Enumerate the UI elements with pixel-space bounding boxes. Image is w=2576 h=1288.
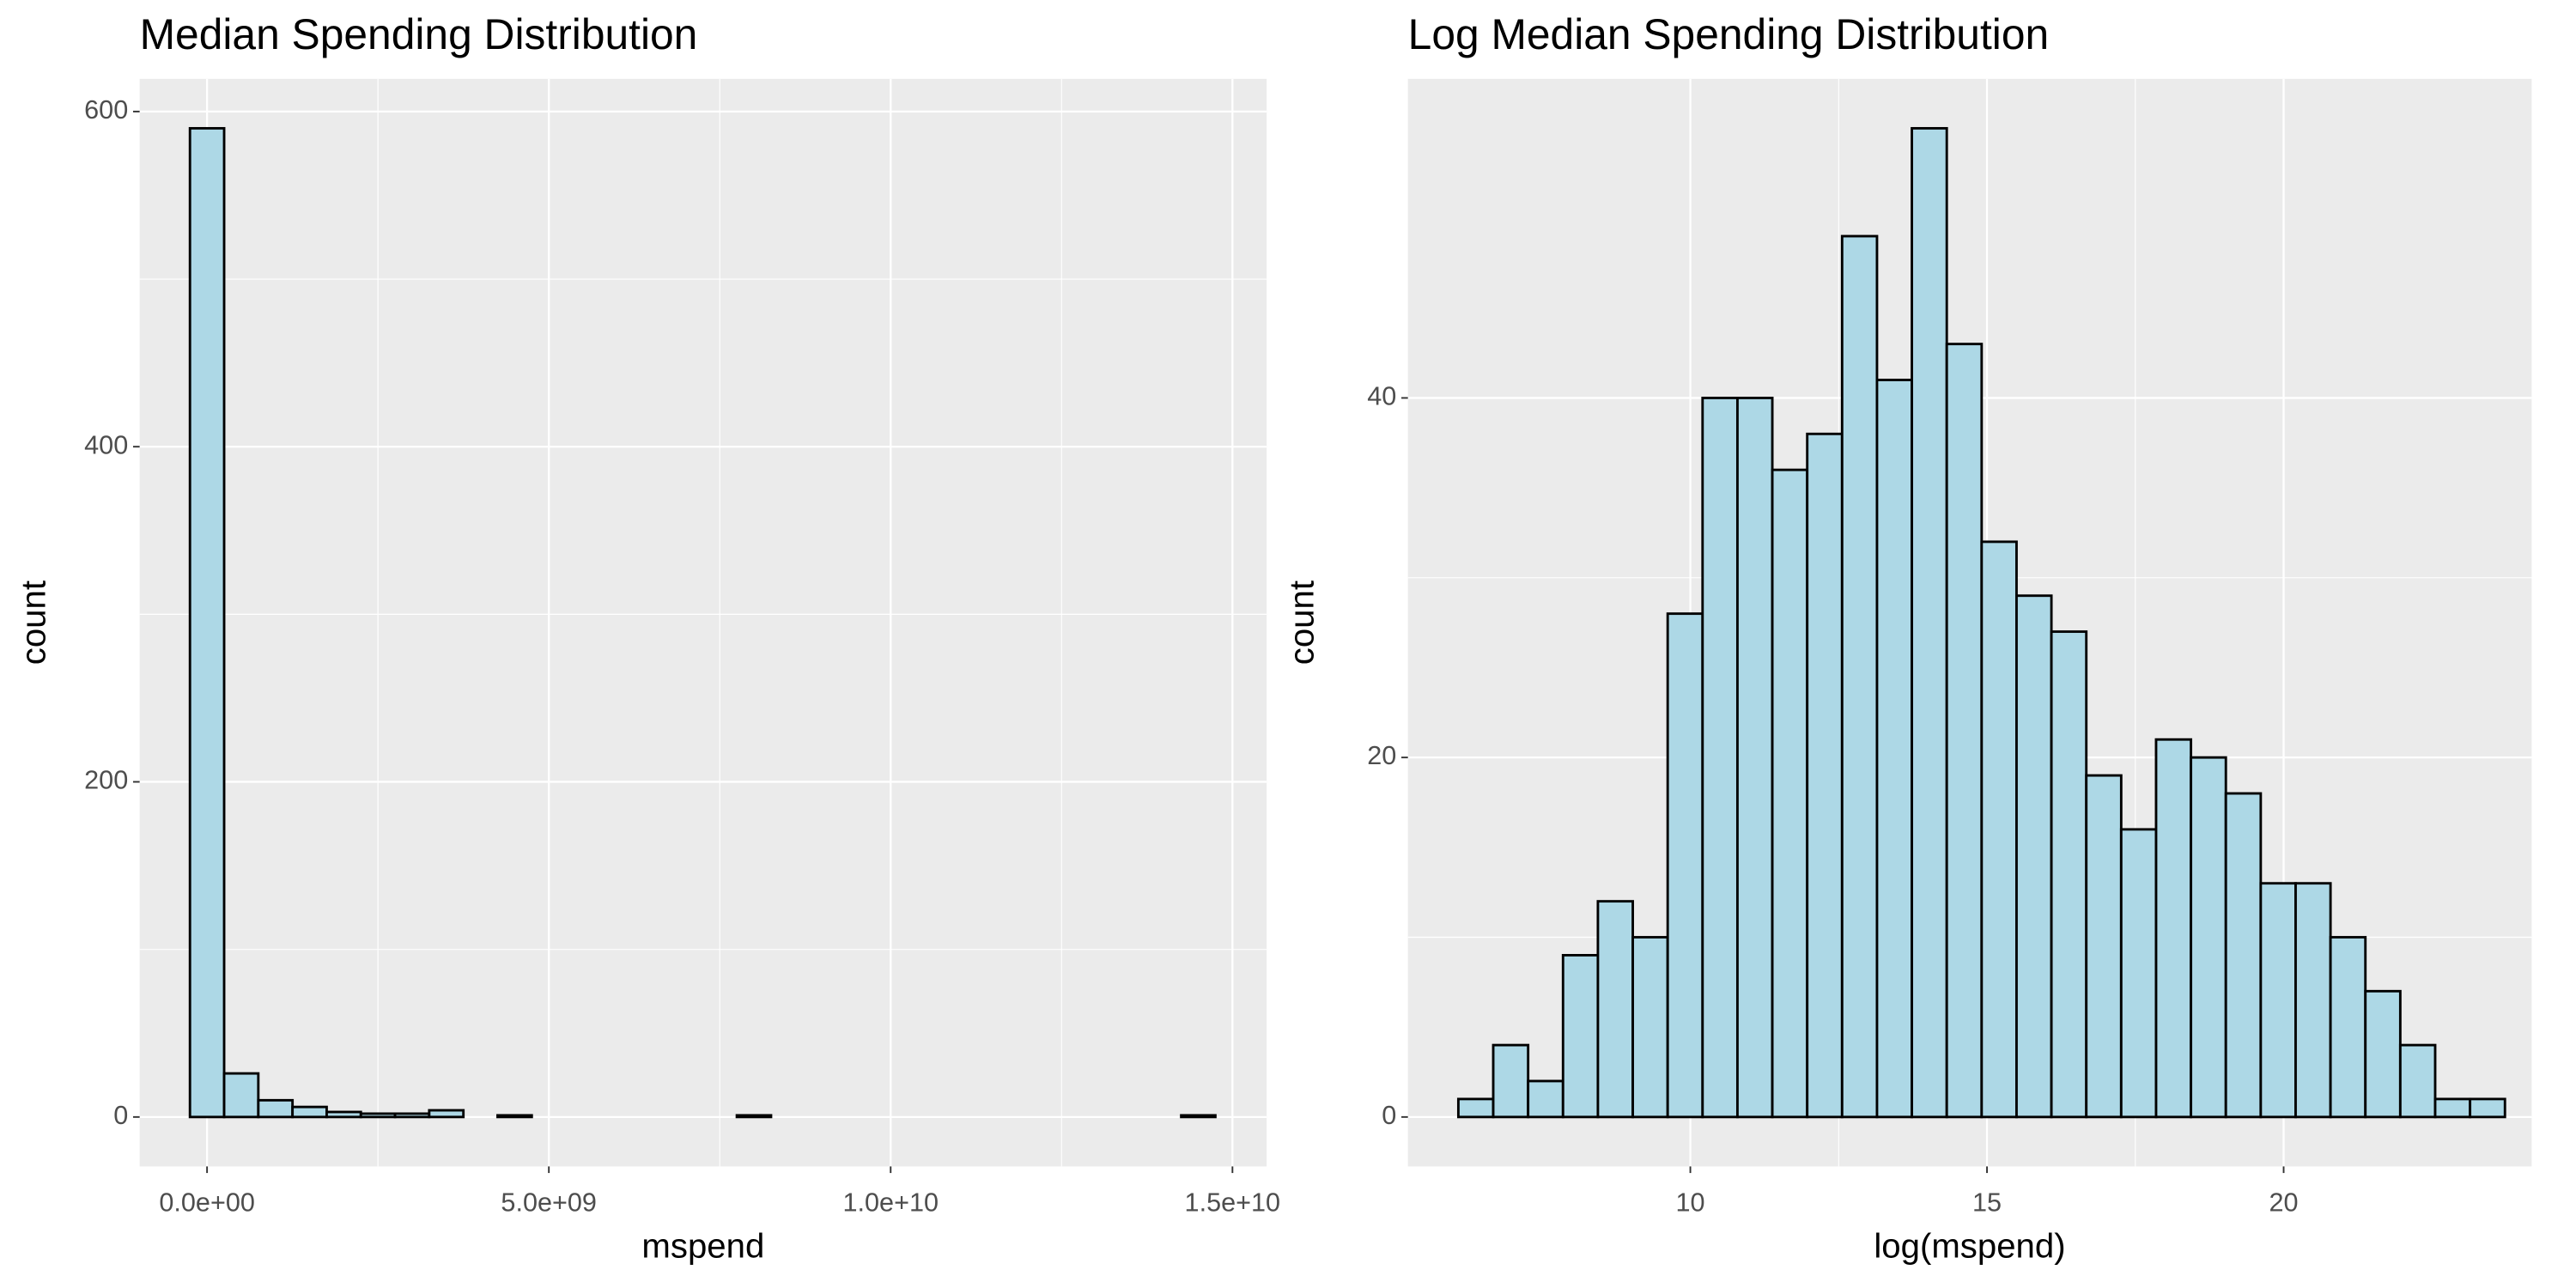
bar xyxy=(222,1072,260,1119)
bar xyxy=(325,1110,362,1119)
bar xyxy=(2259,882,2297,1119)
bar xyxy=(496,1114,533,1119)
bar xyxy=(1527,1079,1564,1119)
x-axis-title: mspend xyxy=(641,1227,764,1266)
y-axis-title: count xyxy=(15,580,53,665)
bar xyxy=(1735,397,1774,1119)
bar xyxy=(1875,379,1914,1119)
bar xyxy=(291,1105,328,1119)
x-tick-label: 0.0e+00 xyxy=(159,1188,255,1218)
x-axis-title: log(mspend) xyxy=(1874,1227,2065,1266)
bar xyxy=(1806,432,1844,1119)
y-tick-label: 400 xyxy=(84,430,128,459)
bar xyxy=(1980,540,2018,1119)
bar xyxy=(2224,792,2263,1119)
bar xyxy=(359,1112,397,1119)
x-tick-label: 1.0e+10 xyxy=(843,1188,939,1218)
bar xyxy=(1631,936,1669,1119)
bar xyxy=(1596,900,1634,1119)
y-tick-label: 0 xyxy=(113,1101,128,1130)
chart-title: Log Median Spending Distribution xyxy=(1408,10,2050,58)
bar xyxy=(1666,612,1704,1119)
x-tick-label: 5.0e+09 xyxy=(501,1188,597,1218)
bar xyxy=(2433,1097,2472,1119)
bar xyxy=(2364,989,2402,1119)
bar xyxy=(428,1109,465,1119)
bar xyxy=(1456,1097,1495,1119)
y-tick-label: 20 xyxy=(1367,741,1396,770)
x-tick-label: 1.5e+10 xyxy=(1185,1188,1281,1218)
bar xyxy=(2294,882,2332,1119)
x-tick-label: 20 xyxy=(2269,1188,2298,1218)
bar xyxy=(2050,630,2088,1119)
bar xyxy=(1945,343,1984,1119)
y-tick-label: 200 xyxy=(84,766,128,795)
bar xyxy=(735,1114,773,1119)
x-tick-label: 15 xyxy=(1972,1188,2002,1218)
bar xyxy=(1561,953,1600,1119)
bar xyxy=(1911,126,1948,1119)
bar xyxy=(188,126,226,1119)
bar xyxy=(1492,1043,1530,1119)
bar xyxy=(2398,1043,2437,1119)
x-tick-label: 10 xyxy=(1676,1188,1705,1218)
y-axis-title: count xyxy=(1283,580,1321,665)
bar xyxy=(2085,774,2123,1119)
bar xyxy=(2469,1097,2506,1119)
y-tick-label: 40 xyxy=(1367,382,1396,411)
bar xyxy=(1840,234,1879,1119)
bar xyxy=(2119,828,2158,1119)
bar xyxy=(257,1098,295,1119)
bar xyxy=(1701,397,1739,1119)
bar xyxy=(1180,1114,1217,1119)
panel-background xyxy=(139,78,1267,1167)
bar xyxy=(393,1112,431,1119)
y-tick-label: 600 xyxy=(84,95,128,125)
bar xyxy=(2154,738,2193,1119)
bar xyxy=(2015,594,2053,1119)
chart-title: Median Spending Distribution xyxy=(140,10,698,58)
bar xyxy=(1771,468,1809,1119)
bar xyxy=(2329,936,2367,1119)
bar xyxy=(2190,756,2227,1119)
y-tick-label: 0 xyxy=(1382,1101,1396,1130)
